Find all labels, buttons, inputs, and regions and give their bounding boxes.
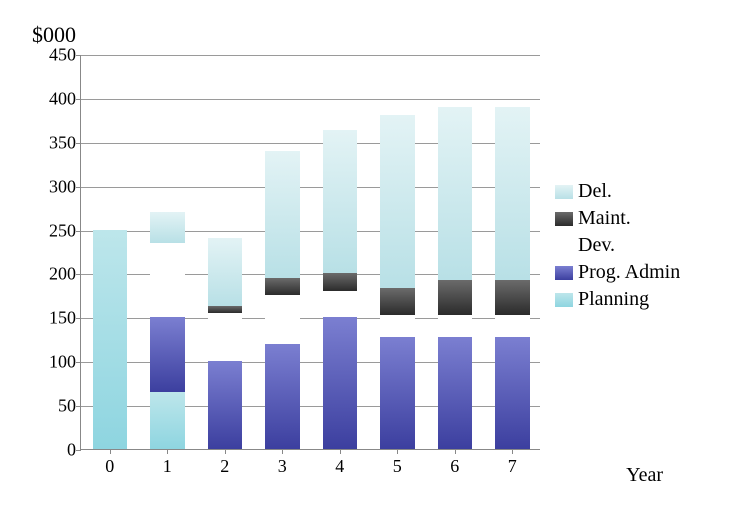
y-tick-label: 450 bbox=[36, 45, 76, 66]
bar-segment-maint bbox=[380, 288, 415, 314]
legend-item-prog_admin: Prog. Admin bbox=[555, 261, 680, 284]
bar-segment-dev bbox=[380, 315, 415, 337]
bar-segment-planning bbox=[150, 392, 185, 449]
legend-label: Prog. Admin bbox=[578, 261, 680, 284]
legend-item-planning: Planning bbox=[555, 288, 680, 311]
bar-segment-dev bbox=[438, 315, 473, 337]
bar-segment-maint bbox=[438, 280, 473, 315]
y-tick-mark bbox=[76, 143, 81, 144]
y-tick-label: 250 bbox=[36, 220, 76, 241]
legend-item-maint: Maint. bbox=[555, 207, 680, 230]
y-tick-mark bbox=[76, 231, 81, 232]
bar-segment-prog_admin bbox=[495, 337, 530, 449]
x-tick-mark bbox=[340, 449, 341, 454]
bar-segment-maint bbox=[323, 273, 358, 291]
legend-label: Dev. bbox=[578, 234, 615, 257]
bar-segment-planning bbox=[93, 230, 128, 449]
x-tick-mark bbox=[455, 449, 456, 454]
x-tick-label: 3 bbox=[278, 456, 287, 477]
x-tick-mark bbox=[110, 449, 111, 454]
x-tick-label: 4 bbox=[335, 456, 344, 477]
bar-segment-prog_admin bbox=[438, 337, 473, 449]
plot-area: 05010015020025030035040045001234567 bbox=[80, 55, 540, 450]
bar-segment-dev bbox=[323, 291, 358, 317]
y-tick-label: 200 bbox=[36, 264, 76, 285]
bar-segment-del bbox=[380, 115, 415, 288]
gridline bbox=[81, 99, 540, 100]
bar-segment-dev bbox=[208, 313, 243, 361]
legend-swatch bbox=[555, 185, 573, 199]
bar-segment-prog_admin bbox=[265, 344, 300, 449]
y-tick-label: 300 bbox=[36, 176, 76, 197]
legend-label: Del. bbox=[578, 180, 612, 203]
x-tick-mark bbox=[512, 449, 513, 454]
legend-spacer bbox=[555, 239, 573, 253]
y-tick-label: 400 bbox=[36, 88, 76, 109]
x-tick-mark bbox=[282, 449, 283, 454]
y-tick-label: 350 bbox=[36, 132, 76, 153]
legend-swatch bbox=[555, 266, 573, 280]
y-tick-mark bbox=[76, 318, 81, 319]
legend-label: Planning bbox=[578, 288, 649, 311]
x-tick-label: 7 bbox=[508, 456, 517, 477]
x-tick-label: 5 bbox=[393, 456, 402, 477]
bar-segment-del bbox=[438, 107, 473, 280]
x-tick-label: 1 bbox=[163, 456, 172, 477]
x-tick-label: 2 bbox=[220, 456, 229, 477]
legend-label: Maint. bbox=[578, 207, 631, 230]
y-tick-mark bbox=[76, 55, 81, 56]
legend-swatch bbox=[555, 293, 573, 307]
bar-segment-maint bbox=[495, 280, 530, 315]
bar-segment-prog_admin bbox=[208, 361, 243, 449]
bar-segment-prog_admin bbox=[323, 317, 358, 449]
bar-segment-dev bbox=[150, 243, 185, 318]
bar-segment-del bbox=[323, 130, 358, 273]
bar-segment-maint bbox=[265, 278, 300, 296]
y-tick-label: 0 bbox=[36, 440, 76, 461]
y-tick-mark bbox=[76, 274, 81, 275]
bar-segment-prog_admin bbox=[380, 337, 415, 449]
legend-item-dev: Dev. bbox=[555, 234, 680, 257]
bar-segment-dev bbox=[495, 315, 530, 337]
y-tick-label: 150 bbox=[36, 308, 76, 329]
y-tick-mark bbox=[76, 187, 81, 188]
y-tick-mark bbox=[76, 362, 81, 363]
bar-segment-del bbox=[208, 238, 243, 306]
x-tick-label: 0 bbox=[105, 456, 114, 477]
x-tick-mark bbox=[167, 449, 168, 454]
bar-segment-maint bbox=[208, 306, 243, 313]
x-axis-title: Year bbox=[626, 464, 663, 487]
bar-segment-dev bbox=[265, 295, 300, 343]
bar-segment-del bbox=[495, 107, 530, 280]
legend-item-del: Del. bbox=[555, 180, 680, 203]
chart-container: $000 Year 050100150200250300350400450012… bbox=[20, 20, 723, 505]
legend-swatch bbox=[555, 212, 573, 226]
bar-segment-del bbox=[150, 212, 185, 243]
y-tick-mark bbox=[76, 406, 81, 407]
y-tick-mark bbox=[76, 450, 81, 451]
bar-segment-prog_admin bbox=[150, 317, 185, 392]
legend: Del. Maint. Dev. Prog. Admin Planning bbox=[555, 180, 680, 315]
gridline bbox=[81, 55, 540, 56]
y-tick-label: 100 bbox=[36, 352, 76, 373]
x-tick-mark bbox=[225, 449, 226, 454]
x-tick-label: 6 bbox=[450, 456, 459, 477]
x-tick-mark bbox=[397, 449, 398, 454]
bar-segment-del bbox=[265, 151, 300, 278]
y-tick-label: 50 bbox=[36, 396, 76, 417]
y-tick-mark bbox=[76, 99, 81, 100]
